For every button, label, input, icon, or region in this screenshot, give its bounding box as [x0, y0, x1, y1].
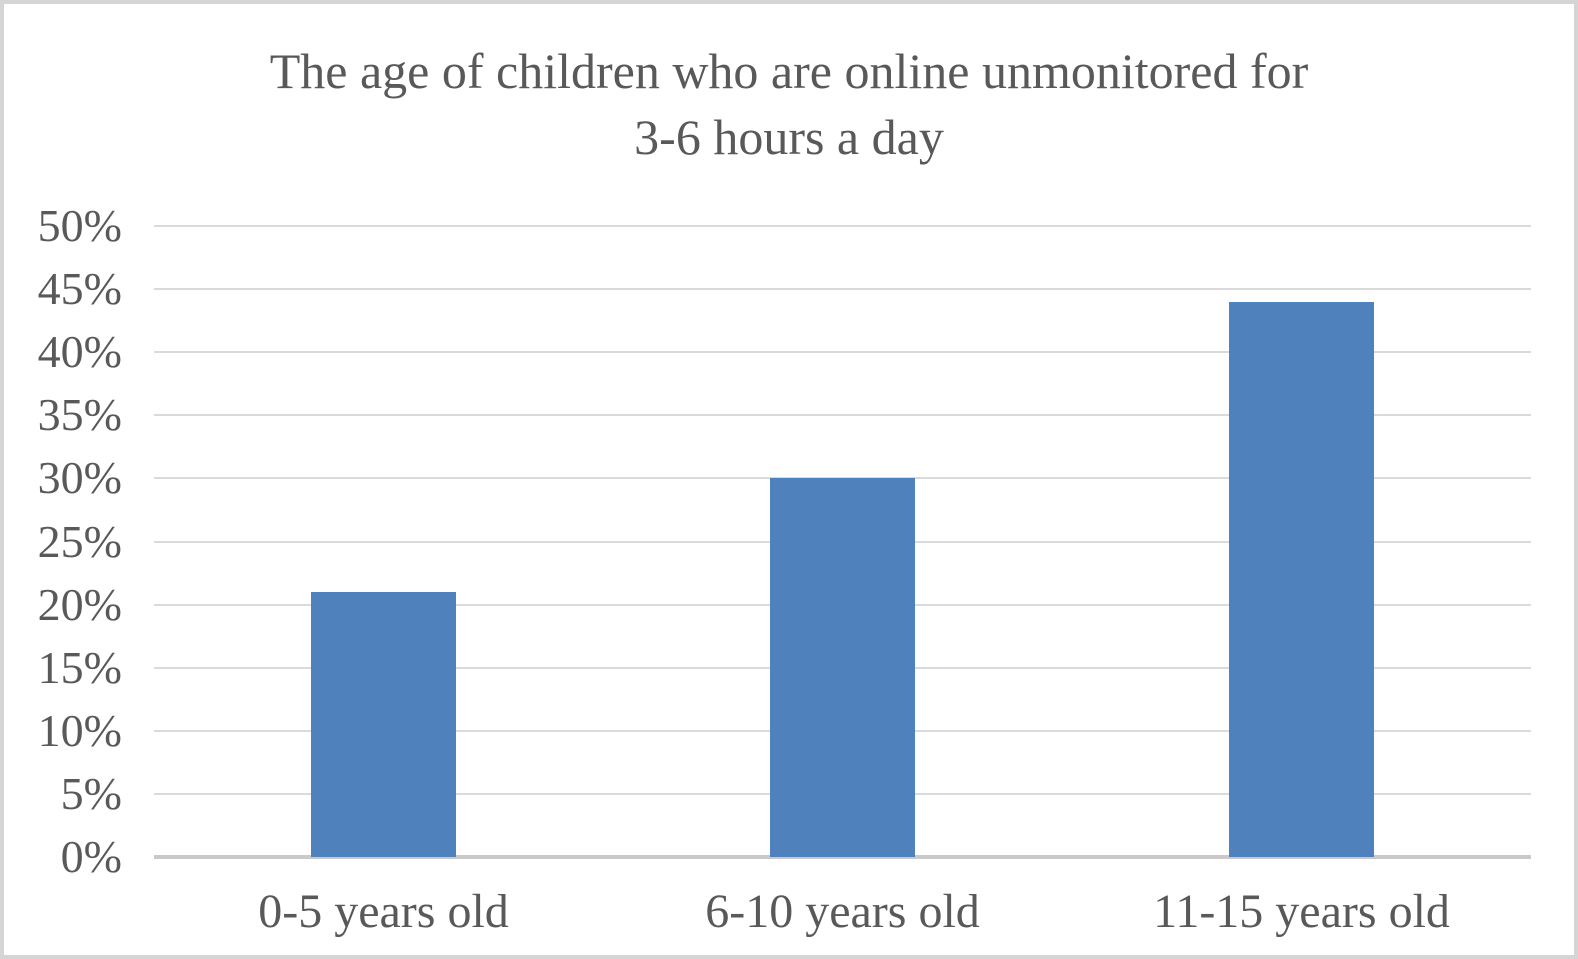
y-tick-label-25%: 25% [37, 515, 122, 567]
bar-11-15 years old [1229, 301, 1374, 857]
y-tick-label-0%: 0% [60, 831, 122, 882]
x-axis-line [154, 855, 1531, 859]
y-tick-label-40%: 40% [37, 326, 122, 378]
chart-title-line-2: 3-6 hours a day [634, 109, 944, 165]
x-tick-label-6-10 years old: 6-10 years old [705, 885, 980, 938]
y-tick-label-15%: 15% [37, 641, 122, 693]
y-tick-label-30%: 30% [37, 452, 122, 504]
y-tick-label-5%: 5% [60, 767, 122, 819]
y-tick-label-50%: 50% [37, 200, 122, 251]
y-tick-label-10%: 10% [37, 704, 122, 756]
chart-title-line-1: The age of children who are online unmon… [269, 43, 1309, 99]
bar-0-5 years old [311, 591, 456, 857]
gridline-50% [154, 225, 1531, 227]
x-tick-label-0-5 years old: 0-5 years old [258, 885, 509, 938]
x-tick-label-11-15 years old: 11-15 years old [1153, 885, 1450, 938]
gridline-40% [154, 351, 1531, 354]
y-tick-label-45%: 45% [37, 263, 122, 315]
chart-title: The age of children who are online unmon… [4, 38, 1574, 170]
gridline-45% [154, 288, 1531, 291]
gridline-35% [154, 414, 1531, 417]
plot-area [154, 225, 1531, 859]
y-tick-label-35%: 35% [37, 389, 122, 441]
y-tick-label-20%: 20% [37, 578, 122, 630]
gridline-30% [154, 477, 1531, 480]
bar-6-10 years old [770, 478, 915, 857]
